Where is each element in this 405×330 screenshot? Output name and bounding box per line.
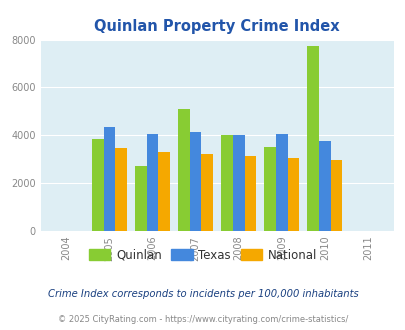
Bar: [318, 141, 330, 231]
Bar: [307, 46, 318, 231]
Bar: [158, 152, 170, 231]
Bar: [287, 158, 298, 231]
Text: Crime Index corresponds to incidents per 100,000 inhabitants: Crime Index corresponds to incidents per…: [47, 289, 358, 299]
Title: Quinlan Property Crime Index: Quinlan Property Crime Index: [94, 19, 339, 34]
Bar: [147, 134, 158, 231]
Bar: [92, 139, 103, 231]
Bar: [330, 160, 341, 231]
Bar: [244, 156, 256, 231]
Bar: [232, 135, 244, 231]
Legend: Quinlan, Texas, National: Quinlan, Texas, National: [84, 244, 321, 266]
Bar: [201, 154, 213, 231]
Bar: [178, 109, 190, 231]
Bar: [103, 127, 115, 231]
Bar: [190, 132, 201, 231]
Bar: [135, 166, 147, 231]
Bar: [275, 134, 287, 231]
Bar: [115, 148, 127, 231]
Text: © 2025 CityRating.com - https://www.cityrating.com/crime-statistics/: © 2025 CityRating.com - https://www.city…: [58, 315, 347, 324]
Bar: [264, 147, 275, 231]
Bar: [221, 135, 232, 231]
